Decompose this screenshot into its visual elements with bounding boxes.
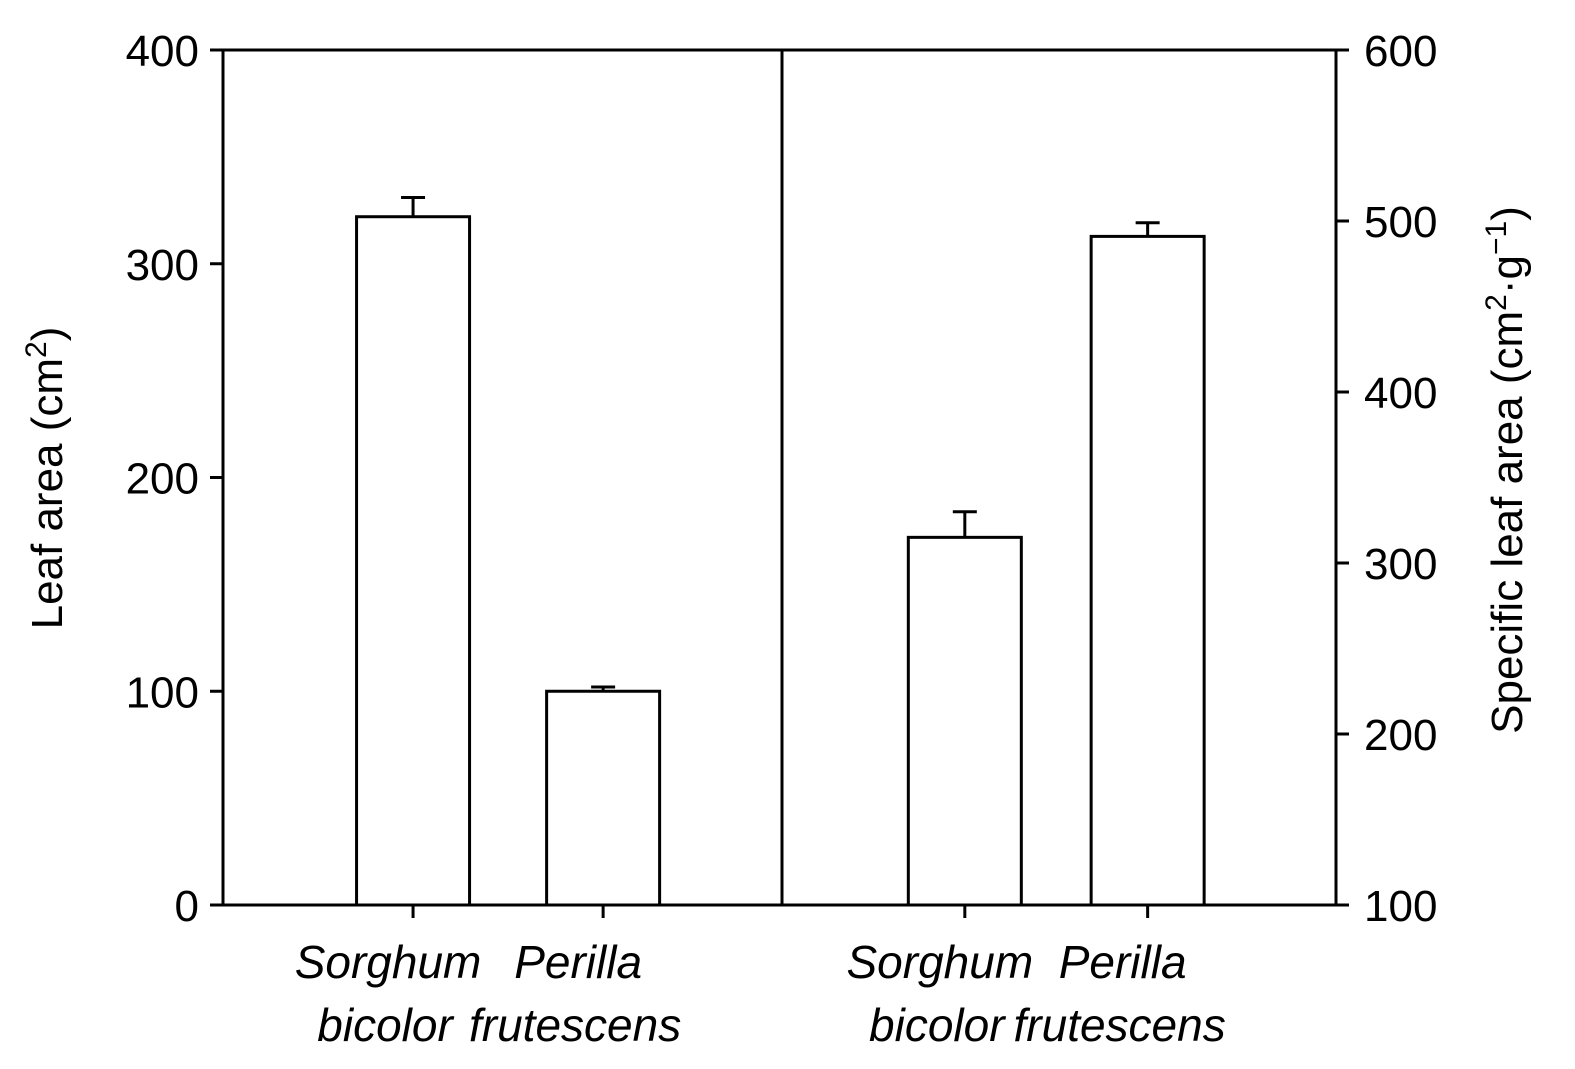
bar <box>906 535 1023 907</box>
left-tick-label: 400 <box>126 27 199 76</box>
left-axis-title: Leaf area (cm2) <box>20 327 72 630</box>
bars <box>355 195 1206 918</box>
right-axis-title-sup1: 2 <box>1480 294 1513 311</box>
left-axis-ticks: 0 100 200 300 400 <box>126 27 223 931</box>
bar <box>355 215 472 907</box>
left-axis-title-sup: 2 <box>20 341 53 358</box>
right-axis-title-sup2: −1 <box>1480 221 1513 255</box>
right-tick-label: 300 <box>1364 540 1437 589</box>
category-label-line2: bicolor <box>317 999 454 1051</box>
left-tick-label: 100 <box>126 668 199 717</box>
category-label-line1: Perilla <box>514 936 642 988</box>
category-labels: Sorghum bicolor Perilla frutescens Sorghum bi… <box>295 936 1226 1051</box>
right-tick-label: 200 <box>1364 711 1437 760</box>
left-tick-label: 0 <box>175 882 199 931</box>
right-tick-label: 500 <box>1364 198 1437 247</box>
left-tick-label: 200 <box>126 455 199 504</box>
category-label-line1: Perilla <box>1059 936 1187 988</box>
bar <box>1089 234 1206 907</box>
left-axis-title-end: ) <box>23 327 72 342</box>
right-axis-ticks: 100 200 300 400 500 600 <box>1336 27 1437 931</box>
category-label-line2: bicolor <box>869 999 1006 1051</box>
right-axis-title-mid: ·g <box>1483 255 1532 294</box>
left-tick-label: 300 <box>126 241 199 290</box>
right-tick-label: 600 <box>1364 27 1437 76</box>
category-label-line2: frutescens <box>469 999 681 1051</box>
right-tick-label: 400 <box>1364 369 1437 418</box>
right-axis-title-main: Specific leaf area (cm <box>1483 311 1532 734</box>
bar <box>545 689 662 907</box>
right-tick-label: 100 <box>1364 882 1437 931</box>
category-label-line1: Sorghum <box>846 936 1033 988</box>
left-axis-title-main: Leaf area (cm <box>23 358 72 629</box>
right-axis-title: Specific leaf area (cm2·g−1) <box>1480 206 1532 734</box>
category-label-line2: frutescens <box>1014 999 1226 1051</box>
category-label-line1: Sorghum <box>295 936 482 988</box>
right-axis-title-end: ) <box>1483 206 1532 221</box>
